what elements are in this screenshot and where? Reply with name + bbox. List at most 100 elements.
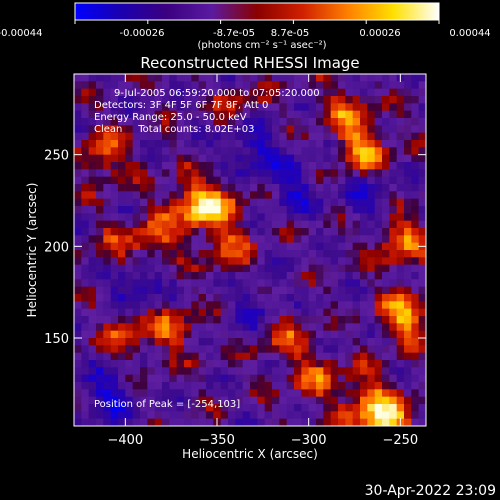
heatmap-cell — [147, 330, 156, 339]
heatmap-cell — [367, 118, 376, 126]
heatmap-cell — [338, 374, 346, 383]
heatmap-cell — [308, 418, 317, 426]
heatmap-cell — [272, 110, 280, 119]
heatmap-cell — [118, 242, 126, 251]
heatmap-cell — [316, 264, 324, 273]
heatmap-cell — [110, 162, 119, 170]
heatmap-cell — [235, 96, 244, 104]
heatmap-cell — [81, 301, 90, 310]
heatmap-cell — [345, 352, 354, 361]
heatmap-cell — [184, 235, 192, 244]
heatmap-cell — [257, 272, 266, 280]
heatmap-cell — [257, 294, 266, 302]
heatmap-cell — [374, 184, 383, 192]
heatmap-cell — [301, 411, 310, 420]
heatmap-cell — [213, 184, 222, 192]
heatmap-cell — [169, 404, 178, 412]
heatmap-cell — [140, 235, 148, 244]
heatmap-cell — [110, 316, 119, 324]
heatmap-cell — [279, 132, 288, 141]
heatmap-cell — [323, 140, 332, 148]
heatmap-cell — [352, 169, 361, 178]
heatmap-cell — [169, 176, 178, 185]
heatmap-cell — [191, 206, 200, 214]
heatmap-cell — [382, 367, 390, 376]
heatmap-cell — [316, 308, 324, 317]
heatmap-cell — [352, 206, 361, 214]
heatmap-cell — [103, 250, 112, 258]
heatmap-cell — [352, 308, 361, 317]
heatmap-cell — [316, 301, 324, 310]
heatmap-cell — [191, 125, 200, 134]
heatmap-cell — [294, 220, 302, 229]
heatmap-cell — [352, 286, 361, 295]
heatmap-cell — [103, 404, 112, 412]
heatmap-cell — [338, 96, 346, 104]
heatmap-cell — [374, 220, 383, 229]
heatmap-cell — [294, 110, 302, 119]
heatmap-cell — [374, 294, 383, 302]
heatmap-cell — [286, 132, 295, 141]
heatmap-cell — [250, 81, 258, 90]
heatmap-cell — [169, 418, 178, 426]
heatmap-cell — [206, 374, 214, 383]
heatmap-cell — [404, 81, 412, 90]
heatmap-cell — [323, 382, 332, 390]
heatmap-cell — [118, 74, 126, 82]
heatmap-cell — [118, 125, 126, 134]
heatmap-cell — [286, 88, 295, 97]
heatmap-cell — [374, 198, 383, 207]
heatmap-cell — [103, 294, 112, 302]
heatmap-cell — [396, 330, 405, 339]
heatmap-cell — [360, 330, 368, 339]
heatmap-cell — [411, 352, 420, 361]
heatmap-cell — [125, 213, 134, 222]
heatmap-cell — [220, 125, 229, 134]
peak-position-label: Position of Peak = [-254,103] — [94, 399, 240, 410]
heatmap-cell — [125, 132, 134, 141]
heatmap-cell — [242, 162, 251, 170]
heatmap-cell — [286, 213, 295, 222]
heatmap-cell — [220, 191, 229, 200]
heatmap-cell — [132, 206, 141, 214]
heatmap-cell — [382, 118, 390, 126]
heatmap-cell — [191, 162, 200, 170]
heatmap-cell — [301, 213, 310, 222]
heatmap-cell — [184, 198, 192, 207]
heatmap-cell — [147, 147, 156, 156]
heatmap-cell — [411, 81, 420, 90]
heatmap-cell — [404, 132, 412, 141]
heatmap-cell — [206, 220, 214, 229]
heatmap-cell — [382, 257, 390, 266]
heatmap-cell — [220, 198, 229, 207]
heatmap-cell — [301, 74, 310, 82]
heatmap-cell — [118, 360, 126, 368]
heatmap-cell — [360, 162, 368, 170]
heatmap-cell — [272, 81, 280, 90]
heatmap-cell — [301, 191, 310, 200]
heatmap-cell — [272, 96, 280, 104]
heatmap-cell — [316, 213, 324, 222]
heatmap-cell — [176, 220, 185, 229]
heatmap-cell — [147, 74, 156, 82]
heatmap-cell — [301, 96, 310, 104]
heatmap-cell — [74, 389, 82, 398]
heatmap-cell — [88, 418, 97, 426]
heatmap-cell — [228, 228, 236, 236]
heatmap-cell — [132, 88, 141, 97]
heatmap-cell — [374, 132, 383, 141]
heatmap-cell — [345, 140, 354, 148]
heatmap-cell — [294, 418, 302, 426]
heatmap-cell — [345, 323, 354, 332]
heatmap-cell — [374, 352, 383, 361]
heatmap-cell — [286, 154, 295, 163]
heatmap-cell — [330, 88, 339, 97]
heatmap-cell — [352, 147, 361, 156]
heatmap-cell — [323, 162, 332, 170]
heatmap-cell — [257, 286, 266, 295]
heatmap-cell — [286, 176, 295, 185]
heatmap-cell — [198, 184, 207, 192]
heatmap-cell — [213, 396, 222, 405]
heatmap-cell — [411, 206, 420, 214]
heatmap-cell — [132, 323, 141, 332]
